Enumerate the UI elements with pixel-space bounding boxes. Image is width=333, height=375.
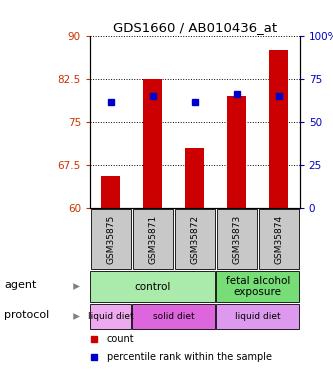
- Text: protocol: protocol: [5, 310, 50, 320]
- Bar: [91, 209, 131, 269]
- Bar: [132, 304, 215, 329]
- Text: percentile rank within the sample: percentile rank within the sample: [107, 352, 272, 362]
- Text: GSM35873: GSM35873: [232, 214, 241, 264]
- Bar: [216, 304, 299, 329]
- Bar: [217, 209, 257, 269]
- Bar: [259, 209, 299, 269]
- Text: GSM35871: GSM35871: [148, 214, 158, 264]
- Bar: [175, 209, 215, 269]
- Text: GSM35875: GSM35875: [106, 214, 116, 264]
- Text: control: control: [135, 282, 171, 291]
- Text: agent: agent: [5, 280, 37, 290]
- Bar: [185, 148, 204, 208]
- Text: count: count: [107, 334, 134, 344]
- Text: GSM35872: GSM35872: [190, 214, 199, 264]
- Bar: [133, 209, 173, 269]
- Text: fetal alcohol
exposure: fetal alcohol exposure: [225, 276, 290, 297]
- Bar: [216, 272, 299, 302]
- Bar: [269, 50, 288, 208]
- Text: liquid diet: liquid diet: [235, 312, 281, 321]
- Bar: [90, 304, 132, 329]
- Text: liquid diet: liquid diet: [88, 312, 134, 321]
- Bar: [144, 79, 162, 208]
- Text: solid diet: solid diet: [153, 312, 194, 321]
- Text: GSM35874: GSM35874: [274, 214, 283, 264]
- Bar: [90, 272, 215, 302]
- Bar: [227, 96, 246, 208]
- Title: GDS1660 / AB010436_at: GDS1660 / AB010436_at: [113, 21, 277, 34]
- Bar: [102, 177, 120, 208]
